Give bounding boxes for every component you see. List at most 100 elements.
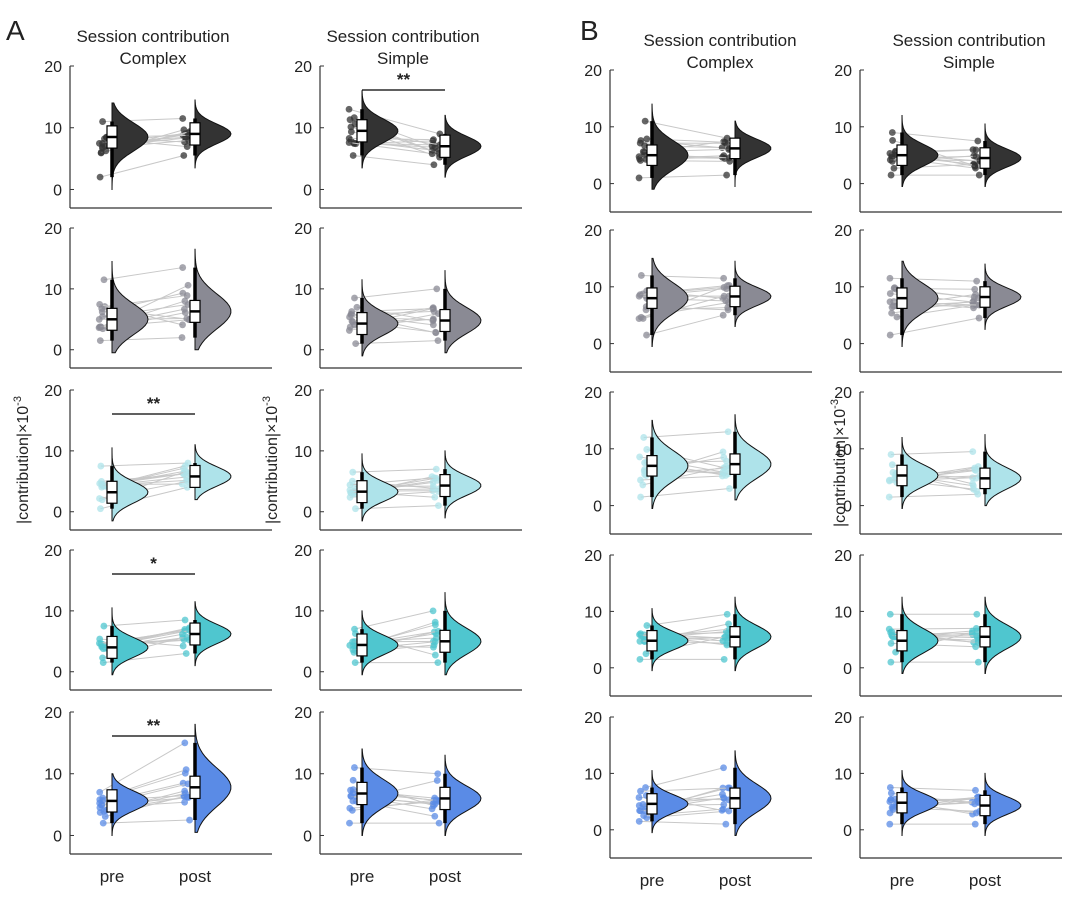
b-col1-title-line2: Complex — [686, 53, 754, 72]
y-tick-label: 20 — [44, 221, 62, 238]
data-point-pre — [100, 622, 108, 630]
y-tick-label: 20 — [44, 59, 62, 76]
data-point-pre — [350, 114, 358, 122]
data-point-post — [181, 798, 189, 806]
y-tick-label: 0 — [53, 343, 62, 360]
data-point-pre — [887, 658, 895, 666]
half-violin — [984, 434, 1022, 507]
data-point-pre — [351, 321, 358, 329]
half-violin — [361, 279, 399, 357]
half-violin — [984, 263, 1022, 330]
y-tick-label: 20 — [294, 543, 312, 560]
data-point-pre — [635, 794, 643, 801]
data-point-pre — [353, 303, 361, 311]
data-point-pre — [96, 300, 104, 308]
data-point-pre — [642, 784, 649, 791]
half-violin — [901, 114, 939, 187]
data-point-pre — [640, 812, 648, 819]
half-violin — [651, 419, 689, 509]
data-point-pre — [97, 462, 105, 470]
y-axis-label-exponent: -3 — [12, 396, 24, 406]
y-tick-label: 20 — [834, 223, 852, 240]
data-point-post — [975, 314, 983, 322]
y-tick-label: 20 — [44, 705, 62, 722]
data-point-post — [183, 292, 191, 299]
data-point-post — [725, 807, 733, 815]
data-point-post — [178, 334, 186, 341]
y-tick-label: 0 — [303, 182, 312, 199]
data-point-post — [724, 428, 732, 436]
y-tick-label: 20 — [584, 710, 602, 727]
data-point-pre — [643, 622, 651, 629]
data-point-post — [434, 770, 442, 778]
data-point-pre — [639, 315, 647, 322]
half-violin — [111, 773, 149, 836]
data-point-post — [975, 171, 983, 179]
significance-stars: ** — [147, 716, 161, 735]
data-point-pre — [352, 340, 360, 348]
data-point-post — [179, 642, 187, 650]
x-category-label: pre — [350, 867, 375, 886]
data-point-pre — [636, 631, 643, 638]
data-point-pre — [352, 505, 359, 513]
data-point-post — [722, 820, 730, 828]
pair-line — [646, 613, 728, 626]
x-category-label: post — [429, 867, 461, 886]
data-point-pre — [886, 798, 894, 805]
y-tick-label: 10 — [584, 120, 602, 137]
data-point-post — [720, 764, 727, 772]
pair-line — [353, 155, 434, 166]
data-point-pre — [96, 495, 103, 502]
y-tick-label: 20 — [834, 385, 852, 402]
data-point-pre — [888, 129, 896, 136]
data-point-post — [179, 264, 187, 271]
data-point-post — [179, 321, 186, 329]
subplot-b-simple-5: 0 10 20 pre post — [834, 710, 1062, 890]
y-tick-label: 20 — [584, 548, 602, 565]
half-violin — [111, 607, 149, 676]
y-tick-label: 10 — [294, 767, 312, 784]
y-tick-label: 10 — [834, 442, 852, 459]
half-violin — [444, 754, 482, 836]
a-col2-title-line2: Simple — [377, 49, 429, 68]
data-point-post — [722, 463, 730, 470]
half-violin — [111, 102, 149, 190]
subplot-b-simple-2: 0 10 20 — [834, 223, 1062, 373]
data-point-post — [720, 655, 728, 663]
y-tick-label: 20 — [44, 543, 62, 560]
data-point-pre — [99, 118, 107, 125]
half-violin — [734, 260, 772, 328]
y-tick-label: 10 — [44, 444, 62, 461]
data-point-pre — [637, 807, 644, 815]
data-point-pre — [888, 631, 896, 639]
x-category-label: pre — [640, 871, 665, 890]
data-point-post — [433, 285, 441, 293]
data-point-pre — [635, 817, 643, 825]
data-point-pre — [637, 787, 644, 795]
data-point-pre — [893, 313, 901, 321]
y-tick-label: 0 — [843, 661, 852, 678]
y-tick-label: 20 — [294, 705, 312, 722]
x-category-label: pre — [890, 871, 915, 890]
data-point-pre — [890, 164, 898, 172]
data-point-pre — [99, 482, 107, 490]
data-point-post — [972, 809, 980, 817]
data-point-post — [971, 162, 979, 170]
data-point-post — [183, 315, 191, 322]
data-point-pre — [643, 331, 650, 339]
data-point-pre — [886, 784, 894, 791]
y-tick-label: 10 — [44, 121, 62, 138]
half-violin — [651, 770, 689, 834]
data-point-post — [971, 466, 979, 474]
data-point-pre — [349, 152, 357, 159]
data-point-post — [183, 483, 191, 491]
subplot-grid: 0 10 20 0 10 20 0 10 20 ** |contribution|×10-3 0 10 2… — [12, 59, 1062, 890]
significance-stars: * — [150, 554, 157, 573]
data-point-pre — [640, 434, 648, 441]
data-point-pre — [95, 316, 103, 323]
half-violin — [194, 723, 232, 833]
data-point-pre — [351, 764, 358, 771]
data-point-post — [434, 337, 442, 345]
data-point-pre — [349, 468, 357, 476]
data-point-pre — [887, 639, 895, 647]
